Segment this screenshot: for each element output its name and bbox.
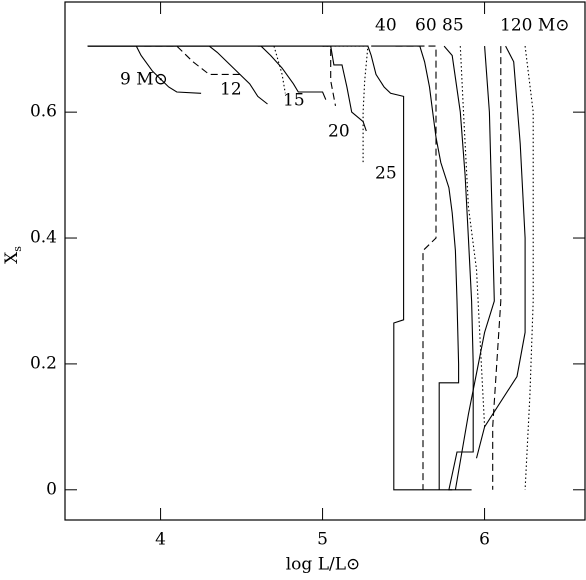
x-tick-label: 4: [155, 530, 166, 550]
curve-label: 9 M⊙: [120, 70, 168, 90]
curve: [492, 46, 502, 490]
curve-label: 60: [415, 16, 437, 36]
curve: [273, 45, 286, 94]
curve-label: 120 M⊙: [500, 16, 570, 36]
y-tick-label: 0.4: [30, 228, 57, 248]
curve: [454, 46, 495, 490]
y-axis-label-main: X: [2, 251, 22, 264]
curve-label: 12: [220, 80, 242, 100]
curve: [257, 45, 453, 491]
y-axis-label-sub: s: [11, 246, 24, 252]
x-axis-label: log L/L⊙: [286, 555, 361, 575]
y-tick-label: 0.6: [30, 102, 57, 122]
curve: [475, 45, 526, 459]
curve-label: 25: [375, 164, 397, 184]
y-axis-label: Xs: [2, 246, 25, 264]
curve-label: 15: [283, 91, 305, 111]
curve: [322, 45, 369, 163]
curve: [371, 45, 460, 490]
y-tick-label: 0: [46, 479, 57, 499]
plot-frame: [64, 1, 586, 521]
curve-label: 85: [442, 16, 464, 36]
curve: [87, 45, 327, 100]
curve: [459, 46, 486, 427]
curve-label: 20: [328, 122, 350, 142]
x-tick-label: 5: [317, 530, 328, 550]
curve-label: 40: [375, 16, 397, 36]
curve: [395, 45, 437, 490]
curve: [443, 45, 474, 491]
curve: [524, 46, 534, 490]
y-tick-label: 0.2: [30, 353, 57, 373]
x-tick-label: 6: [479, 530, 490, 550]
